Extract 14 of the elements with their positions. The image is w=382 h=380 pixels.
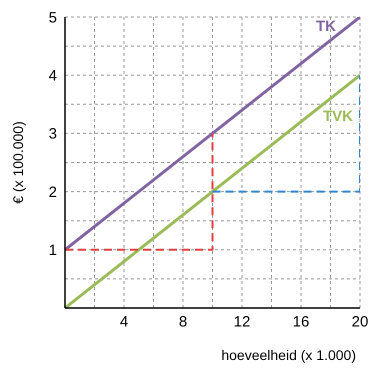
y-axis-title: € (x 100.000)	[10, 121, 26, 204]
y-tick-label: 2	[48, 184, 57, 201]
y-tick-label: 1	[48, 242, 57, 260]
x-tick-label: 12	[234, 314, 250, 331]
x-tick-label: 8	[178, 314, 188, 331]
series-label: TVK	[323, 108, 354, 126]
x-tick-label: 4	[120, 314, 128, 331]
series-label: TK	[316, 18, 336, 35]
y-tick-label: 5	[48, 9, 57, 26]
y-tick-label: 3	[48, 126, 57, 143]
x-tick-label: 16	[292, 314, 310, 331]
x-axis-title: hoeveelheid (x 1.000)	[221, 347, 356, 363]
y-tick-label: 4	[48, 68, 57, 85]
x-tick-label: 20	[352, 314, 368, 331]
